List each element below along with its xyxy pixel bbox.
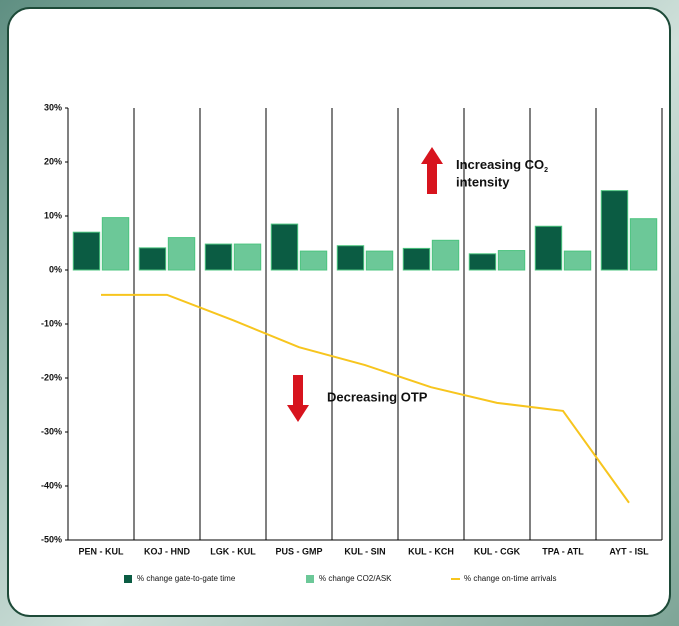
bar [233,243,262,271]
annotation-increase: Increasing CO2 [456,157,548,173]
bar [534,225,563,271]
legend-swatch [306,575,314,583]
y-tick-label: -40% [41,480,62,490]
up-arrow [421,147,443,194]
annotation-text: Increasing CO [456,157,544,172]
x-tick-label: PEN - KUL [79,546,125,556]
bar [431,239,460,271]
bar [270,223,299,271]
y-tick-label: 0% [49,264,62,274]
x-tick-label: KUL - CGK [474,546,521,556]
bar [402,247,431,271]
card [7,7,671,617]
y-tick-label: 10% [44,210,62,220]
x-tick-label: KUL - KCH [408,546,454,556]
y-tick-label: 20% [44,156,62,166]
bar [563,250,592,271]
x-tick-label: PUS - GMP [275,546,322,556]
legend-label: % change on-time arrivals [464,574,556,583]
bar [336,245,365,271]
x-tick-label: KUL - SIN [344,546,385,556]
x-tick-label: KOJ - HND [144,546,191,556]
bar [468,253,497,271]
bar [167,237,196,271]
bar [629,218,658,271]
line [101,293,630,504]
bar [365,250,394,271]
legend-label: % change gate-to-gate time [137,574,236,583]
y-tick-label: -20% [41,372,62,382]
x-tick-label: AYT - ISL [609,546,649,556]
annotation-subscript: 2 [544,167,548,174]
bar [600,190,629,271]
annotation-text: intensity [456,174,510,189]
bar [497,250,526,271]
y-tick-label: -50% [41,534,62,544]
x-tick-label: TPA - ATL [542,546,584,556]
bar [299,250,328,271]
bar [138,247,167,271]
y-tick-label: 30% [44,102,62,112]
y-tick-label: -10% [41,318,62,328]
x-tick-label: LGK - KUL [210,546,256,556]
bar [72,231,101,271]
y-tick-label: -30% [41,426,62,436]
down-arrow [287,375,309,422]
annotation-decrease: Decreasing OTP [327,389,428,404]
legend-swatch [124,575,132,583]
bar [101,217,130,271]
legend-label: % change CO2/ASK [319,574,392,583]
bar [204,243,233,271]
